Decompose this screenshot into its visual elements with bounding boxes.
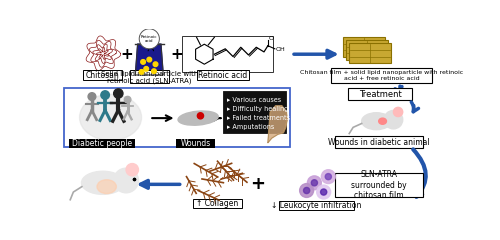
Polygon shape xyxy=(136,44,163,75)
FancyBboxPatch shape xyxy=(343,37,385,57)
Circle shape xyxy=(316,185,330,199)
Circle shape xyxy=(101,91,110,99)
FancyBboxPatch shape xyxy=(349,43,391,63)
FancyBboxPatch shape xyxy=(334,136,423,148)
FancyBboxPatch shape xyxy=(64,88,290,147)
Text: ▸ Difficulty healing: ▸ Difficulty healing xyxy=(227,106,288,112)
Circle shape xyxy=(139,70,144,74)
FancyBboxPatch shape xyxy=(84,70,122,80)
FancyBboxPatch shape xyxy=(182,36,272,72)
Text: ↑ Collagen: ↑ Collagen xyxy=(196,199,238,209)
Circle shape xyxy=(139,29,160,49)
Circle shape xyxy=(304,187,310,194)
Circle shape xyxy=(152,69,156,73)
Text: ↓ Leukocyte infiltration: ↓ Leukocyte infiltration xyxy=(270,201,361,210)
Circle shape xyxy=(384,110,402,129)
Text: Chitosan film + solid lipid nanoparticle with retinoic
acid + free retinoic acid: Chitosan film + solid lipid nanoparticle… xyxy=(300,70,464,81)
Text: Diabetic people: Diabetic people xyxy=(72,139,132,148)
Polygon shape xyxy=(196,44,213,64)
Text: ▸ Various causes: ▸ Various causes xyxy=(227,97,281,103)
Ellipse shape xyxy=(178,111,218,125)
FancyBboxPatch shape xyxy=(346,40,388,60)
Circle shape xyxy=(394,107,402,117)
Text: Retinoic
acid: Retinoic acid xyxy=(141,35,158,43)
FancyBboxPatch shape xyxy=(176,139,215,148)
Text: Treatment: Treatment xyxy=(359,90,402,99)
FancyBboxPatch shape xyxy=(348,88,412,100)
Text: Wounds in diabetic animal: Wounds in diabetic animal xyxy=(328,138,430,147)
Ellipse shape xyxy=(97,180,116,194)
Text: ▸ Failed treatments: ▸ Failed treatments xyxy=(227,115,290,121)
FancyBboxPatch shape xyxy=(70,139,134,148)
Text: +: + xyxy=(250,175,266,193)
Circle shape xyxy=(312,180,318,186)
Circle shape xyxy=(114,168,138,193)
Text: O: O xyxy=(268,36,274,41)
Ellipse shape xyxy=(362,113,391,130)
Circle shape xyxy=(126,163,138,176)
Text: SLN-ATRA
surrounded by
chitosan film: SLN-ATRA surrounded by chitosan film xyxy=(351,170,406,200)
Circle shape xyxy=(322,170,336,184)
Circle shape xyxy=(124,96,131,103)
Text: ▸ Amputations: ▸ Amputations xyxy=(227,124,274,130)
Circle shape xyxy=(147,57,152,62)
Ellipse shape xyxy=(82,171,124,194)
Circle shape xyxy=(308,176,322,190)
Text: Solid lipid nanoparticle with
retinoic acid (SLN-ATRA): Solid lipid nanoparticle with retinoic a… xyxy=(100,71,198,84)
FancyBboxPatch shape xyxy=(278,200,354,210)
Circle shape xyxy=(88,93,96,100)
Text: OH: OH xyxy=(276,47,285,52)
Circle shape xyxy=(144,66,148,71)
Circle shape xyxy=(114,89,123,98)
Text: +: + xyxy=(120,47,133,62)
Circle shape xyxy=(320,189,327,195)
Text: Chitosan: Chitosan xyxy=(86,71,120,80)
FancyBboxPatch shape xyxy=(130,70,168,83)
FancyBboxPatch shape xyxy=(332,68,432,84)
Circle shape xyxy=(325,174,332,180)
Ellipse shape xyxy=(80,94,142,140)
FancyBboxPatch shape xyxy=(223,91,286,133)
Circle shape xyxy=(141,60,146,64)
Polygon shape xyxy=(268,106,287,143)
FancyBboxPatch shape xyxy=(198,70,250,80)
Text: Retinoic acid: Retinoic acid xyxy=(198,71,248,80)
Text: +: + xyxy=(171,47,183,62)
FancyBboxPatch shape xyxy=(194,199,242,208)
Circle shape xyxy=(153,62,158,66)
FancyBboxPatch shape xyxy=(334,173,423,198)
Circle shape xyxy=(300,184,314,198)
Circle shape xyxy=(198,113,203,119)
Text: Wounds: Wounds xyxy=(180,139,211,148)
Ellipse shape xyxy=(378,118,386,124)
